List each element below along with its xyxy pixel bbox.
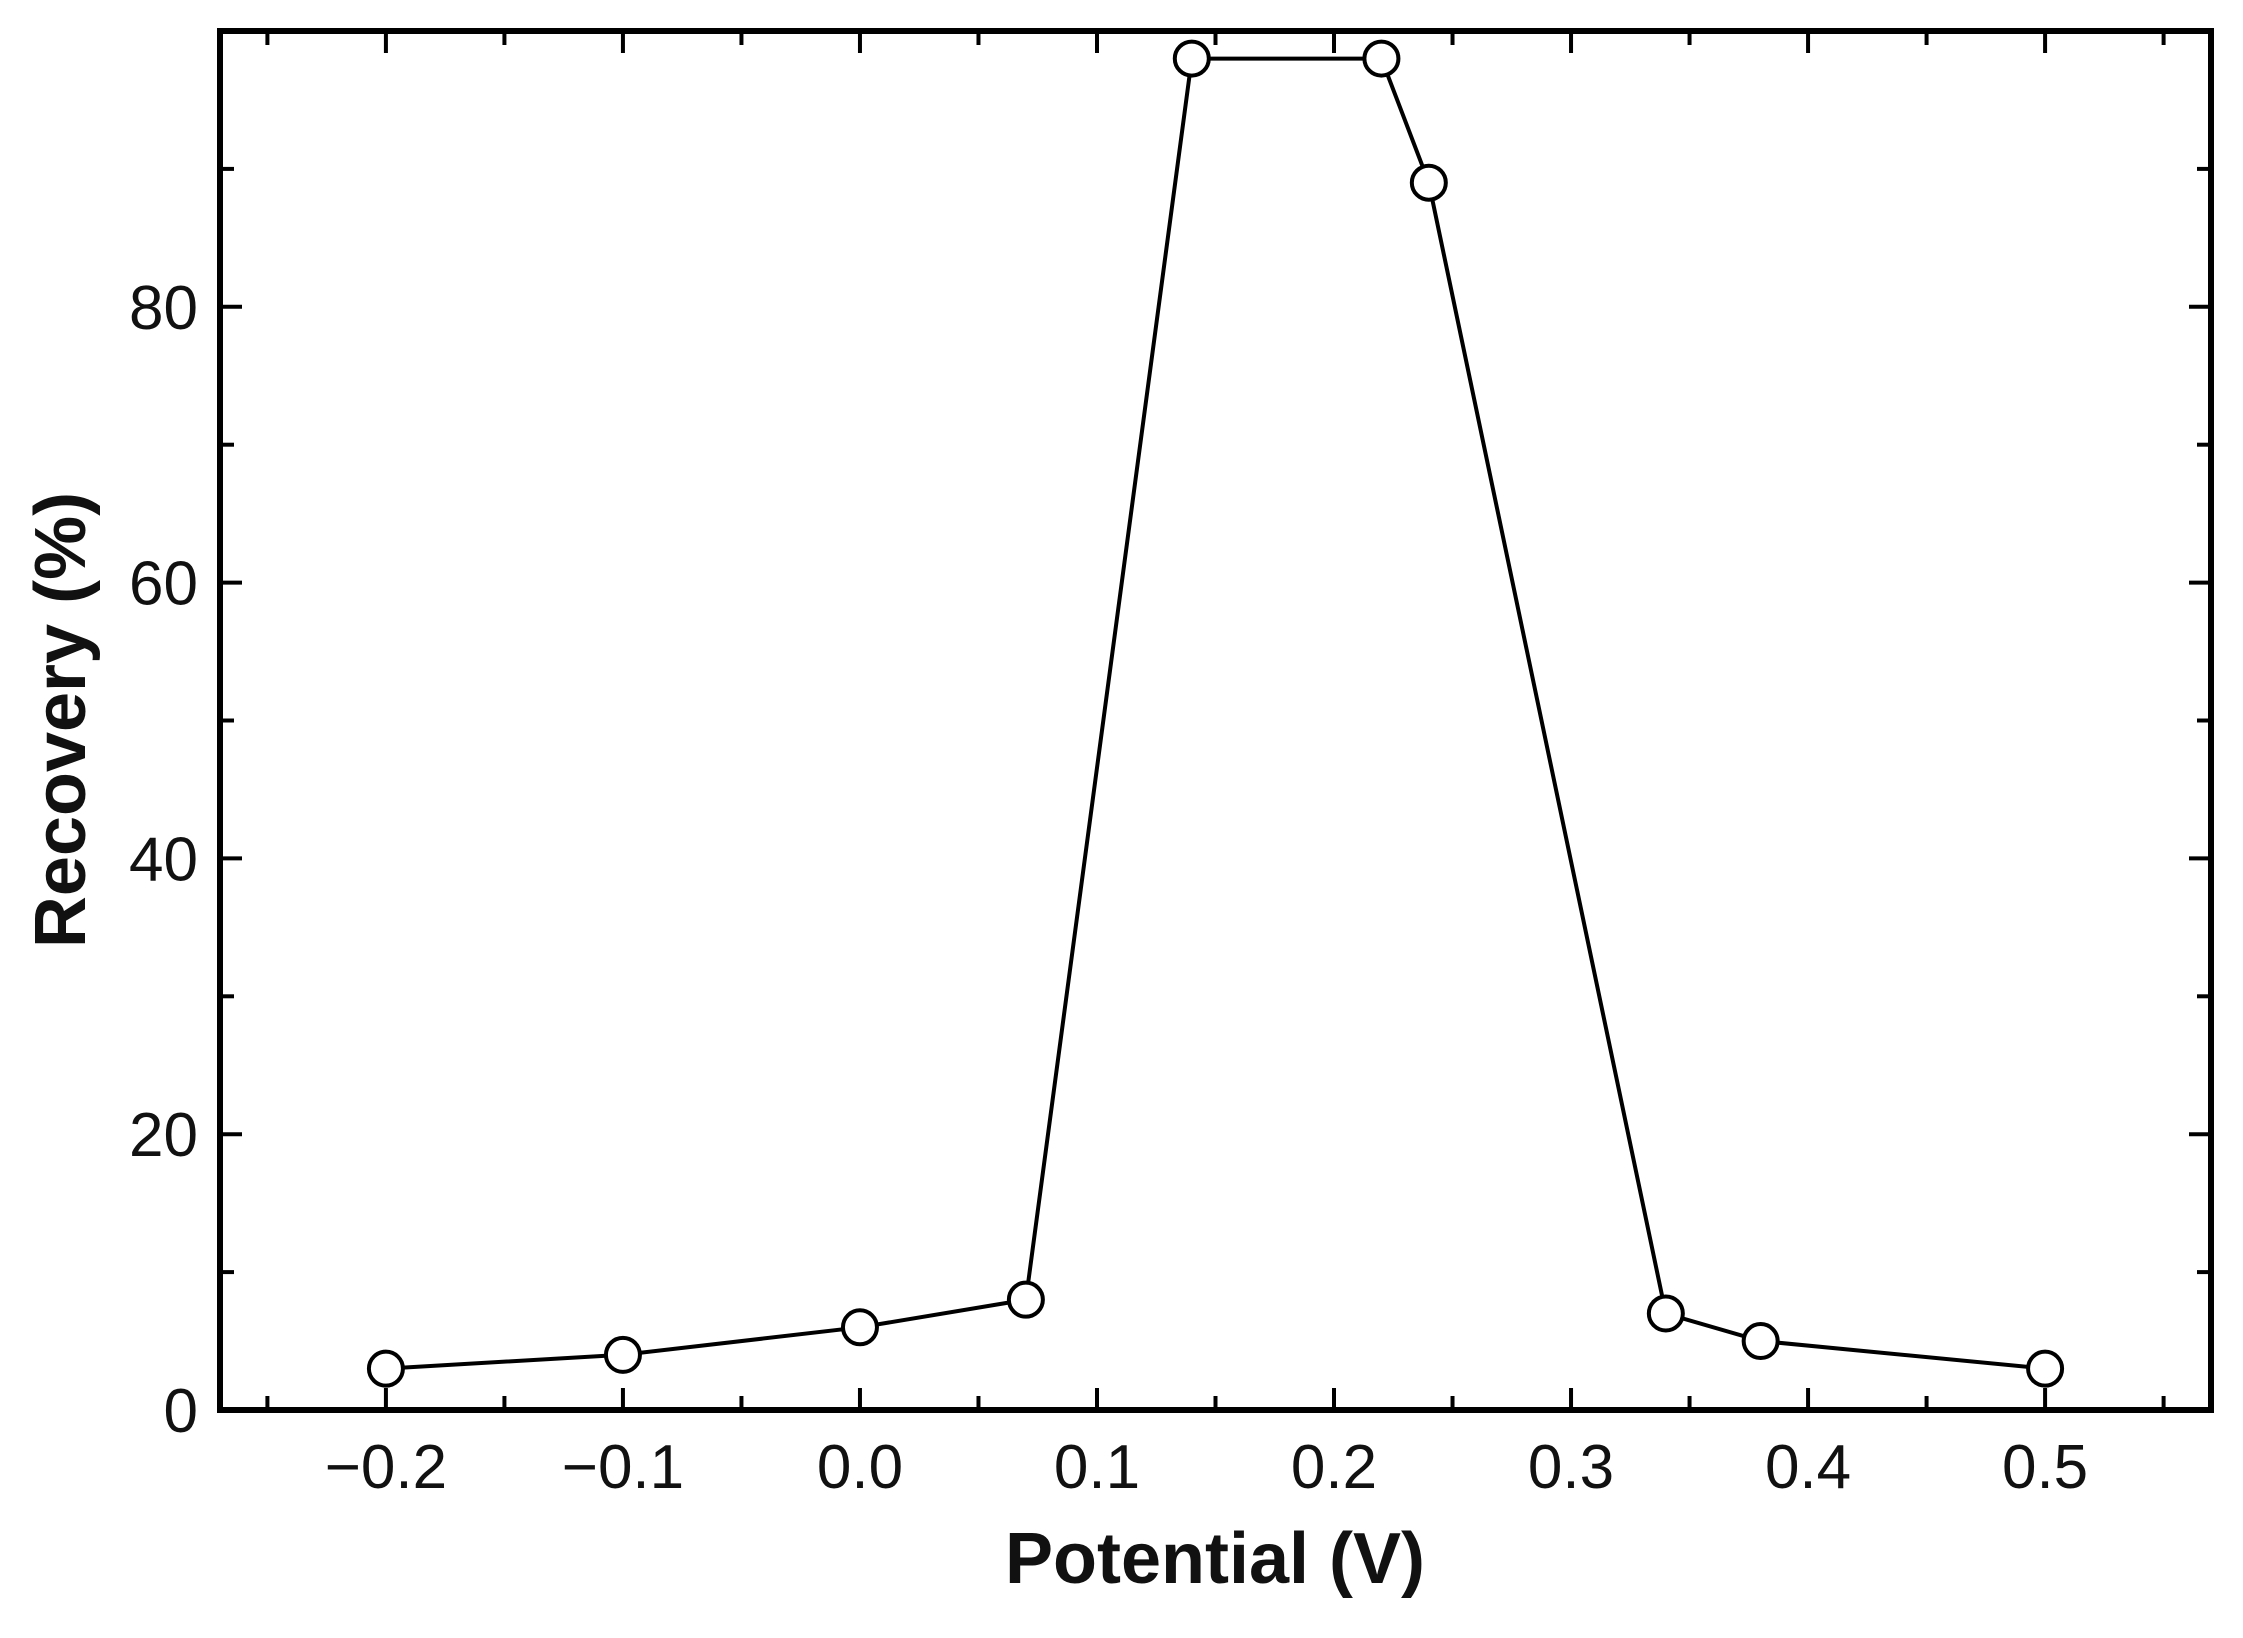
- y-tick-label: 60: [129, 550, 198, 619]
- data-point: [603, 1335, 642, 1374]
- y-tick-label: 40: [129, 825, 198, 894]
- data-point: [1362, 39, 1401, 78]
- x-tick-label: −0.2: [325, 1433, 447, 1502]
- x-tick-label: 0.2: [1291, 1433, 1377, 1502]
- y-axis-title: Recovery (%): [21, 492, 101, 948]
- plot-area-frame: [217, 28, 2214, 1413]
- y-tick-label: 0: [164, 1377, 198, 1446]
- axis-ticks: [220, 29, 2211, 1412]
- data-point: [1409, 163, 1448, 202]
- data-point: [2026, 1349, 2065, 1388]
- x-axis-title: Potential (V): [1005, 1519, 1425, 1599]
- series-line: [385, 56, 2046, 1371]
- y-tick-label: 80: [129, 274, 198, 343]
- data-point: [1646, 1294, 1685, 1333]
- data-point: [840, 1308, 879, 1347]
- x-tick-label: 0.1: [1054, 1433, 1140, 1502]
- x-tick-labels: −0.2 −0.1 0.0 0.1 0.2 0.3 0.4 0.5: [325, 1433, 2088, 1502]
- x-tick-label: 0.5: [2002, 1433, 2088, 1502]
- data-point: [366, 1349, 405, 1388]
- data-point: [1741, 1322, 1780, 1361]
- x-tick-label: −0.1: [562, 1433, 684, 1502]
- data-point: [1172, 39, 1211, 78]
- x-tick-label: 0.4: [1765, 1433, 1851, 1502]
- series: [366, 39, 2065, 1388]
- x-tick-label: 0.3: [1528, 1433, 1614, 1502]
- y-tick-label: 20: [129, 1101, 198, 1170]
- data-point: [1006, 1280, 1045, 1319]
- y-tick-labels: 0 20 40 60 80: [129, 274, 198, 1446]
- x-tick-label: 0.0: [817, 1433, 903, 1502]
